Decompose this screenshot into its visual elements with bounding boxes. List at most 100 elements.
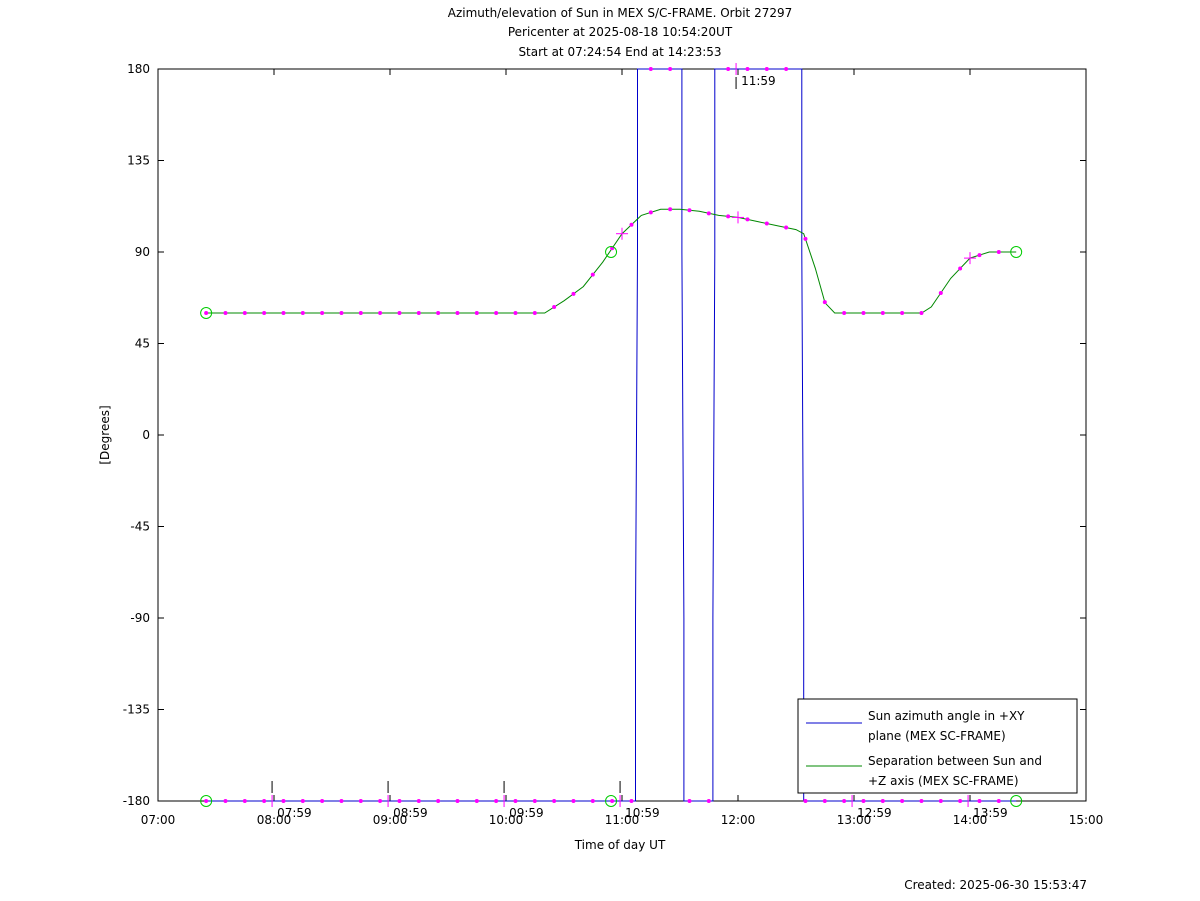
separation-sample-dot bbox=[958, 266, 963, 271]
x-tick-label: 11:00 bbox=[605, 813, 640, 827]
separation-sample-dot bbox=[513, 311, 518, 315]
hour-annotation-label: 13:59 bbox=[973, 806, 1008, 820]
legend: Sun azimuth angle in +XY plane (MEX SC-F… bbox=[797, 698, 1078, 794]
separation-sample-dot bbox=[996, 250, 1001, 254]
legend-label-azimuth-line-2: plane (MEX SC-FRAME) bbox=[868, 729, 1006, 743]
x-tick-label: 14:00 bbox=[953, 813, 988, 827]
chart-title-line-3: Start at 07:24:54 End at 14:23:53 bbox=[518, 45, 721, 59]
x-tick-label: 10:00 bbox=[489, 813, 524, 827]
azimuth-sample-dot bbox=[339, 799, 344, 803]
separation-sample-dot bbox=[494, 311, 499, 315]
chart-title-line-1: Azimuth/elevation of Sun in MEX S/C-FRAM… bbox=[448, 6, 793, 20]
azimuth-sample-dot bbox=[745, 67, 750, 71]
series-line-separation bbox=[206, 208, 1017, 314]
plot-area bbox=[157, 68, 1087, 802]
separation-sample-dot bbox=[687, 208, 692, 213]
hour-annotation-label: 07:59 bbox=[277, 806, 312, 820]
hour-annotation-label: 12:59 bbox=[857, 806, 892, 820]
separation-sample-dot bbox=[629, 222, 634, 227]
azimuth-sample-dot bbox=[687, 799, 692, 803]
separation-sample-dot bbox=[803, 236, 808, 241]
hour-annotation-label: 10:59 bbox=[625, 806, 660, 820]
azimuth-sample-dot bbox=[938, 799, 943, 803]
separation-sample-dot bbox=[919, 311, 924, 315]
azimuth-sample-dot bbox=[706, 799, 711, 803]
separation-sample-dot bbox=[590, 272, 595, 277]
y-tick-label: -135 bbox=[123, 703, 150, 717]
azimuth-sample-dot bbox=[726, 67, 731, 71]
azimuth-sample-dot bbox=[900, 799, 905, 803]
hour-annotation-label: 11:59 bbox=[741, 74, 776, 88]
azimuth-sample-dot bbox=[958, 799, 963, 803]
azimuth-sample-dot bbox=[262, 799, 267, 803]
event-circle-marker bbox=[605, 246, 618, 258]
separation-sample-dot bbox=[842, 311, 847, 315]
azimuth-sample-dot bbox=[610, 799, 615, 803]
separation-sample-dot bbox=[262, 311, 267, 315]
separation-sample-dot bbox=[320, 311, 325, 315]
azimuth-sample-dot bbox=[880, 799, 885, 803]
legend-label-separation-line-2: +Z axis (MEX SC-FRAME) bbox=[868, 774, 1019, 788]
chart-title-line-2: Pericenter at 2025-08-18 10:54:20UT bbox=[508, 25, 733, 39]
separation-sample-dot bbox=[358, 311, 363, 315]
separation-sample-dot bbox=[571, 291, 576, 296]
separation-sample-dot bbox=[822, 300, 827, 305]
event-circle-marker bbox=[1010, 795, 1023, 807]
azimuth-sample-dot bbox=[842, 799, 847, 803]
y-tick-labels: 180 135 90 45 0 -45 -90 -135 -180 bbox=[123, 62, 150, 808]
y-tick-label: 135 bbox=[127, 154, 150, 168]
separation-sample-dot bbox=[281, 311, 286, 315]
azimuth-sample-dot bbox=[494, 799, 499, 803]
separation-sample-dot bbox=[861, 311, 866, 315]
event-circle-marker bbox=[200, 795, 213, 807]
azimuth-sample-dot bbox=[764, 67, 769, 71]
legend-label-azimuth-line-1: Sun azimuth angle in +XY bbox=[868, 709, 1025, 723]
azimuth-sample-dot bbox=[590, 799, 595, 803]
azimuth-sample-dot bbox=[996, 799, 1001, 803]
azimuth-sample-dot bbox=[416, 799, 421, 803]
azimuth-sample-dot bbox=[977, 799, 982, 803]
separation-sample-dot bbox=[532, 311, 537, 315]
axis-ticks bbox=[157, 68, 1087, 802]
azimuth-sample-dot bbox=[668, 67, 673, 71]
azimuth-sample-dot bbox=[532, 799, 537, 803]
y-tick-label: 0 bbox=[142, 428, 150, 442]
separation-sample-dot bbox=[977, 253, 982, 258]
separation-sample-dot bbox=[474, 311, 479, 315]
separation-sample-dot bbox=[745, 217, 750, 222]
event-circle-marker bbox=[1010, 246, 1023, 258]
azimuth-sample-dot bbox=[629, 799, 634, 803]
hour-annotations: 07:59 08:59 09:59 10:59 11:59 12:59 13:59 bbox=[271, 63, 1008, 820]
separation-sample-dot bbox=[455, 311, 460, 315]
legend-box bbox=[797, 698, 1078, 794]
azimuth-sample-dot bbox=[436, 799, 441, 803]
x-axis-label: Time of day UT bbox=[574, 838, 666, 852]
azimuth-sample-dot bbox=[242, 799, 247, 803]
azimuth-sample-dot bbox=[822, 799, 827, 803]
x-tick-label: 13:00 bbox=[837, 813, 872, 827]
x-tick-label: 15:00 bbox=[1069, 813, 1104, 827]
x-tick-label: 08:00 bbox=[257, 813, 292, 827]
separation-sample-dot bbox=[784, 225, 789, 230]
x-tick-label: 07:00 bbox=[141, 813, 176, 827]
y-tick-label: -45 bbox=[130, 520, 150, 534]
marker-layer bbox=[200, 67, 1023, 807]
x-tick-label: 12:00 bbox=[721, 813, 756, 827]
azimuth-sample-dot bbox=[204, 799, 209, 803]
y-tick-label: -180 bbox=[123, 794, 150, 808]
legend-label-separation-line-1: Separation between Sun and bbox=[868, 754, 1042, 768]
series-line-azimuth bbox=[206, 68, 1017, 802]
separation-sample-dot bbox=[668, 207, 673, 212]
separation-sample-dot bbox=[204, 311, 209, 315]
separation-sample-dot bbox=[300, 311, 305, 315]
separation-sample-dot bbox=[416, 311, 421, 315]
hour-annotation-label: 08:59 bbox=[393, 806, 428, 820]
y-tick-label: -90 bbox=[130, 611, 150, 625]
azimuth-sample-dot bbox=[803, 799, 808, 803]
separation-sample-dot bbox=[242, 311, 247, 315]
azimuth-sample-dot bbox=[397, 799, 402, 803]
azimuth-sample-dot bbox=[378, 799, 383, 803]
azimuth-sample-dot bbox=[320, 799, 325, 803]
separation-sample-dot bbox=[706, 211, 711, 216]
